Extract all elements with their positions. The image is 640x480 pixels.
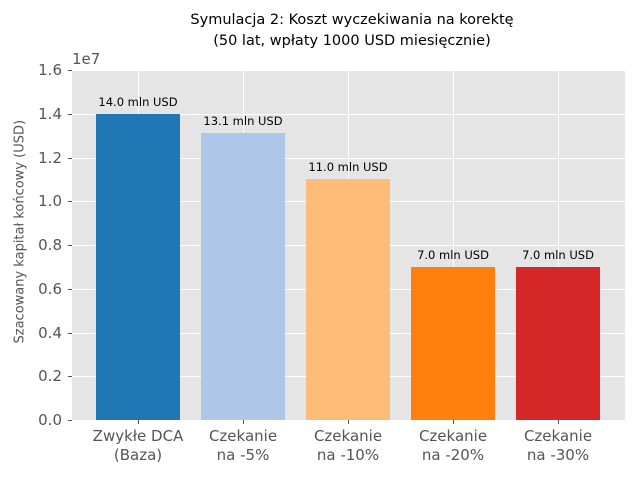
y-axis-offset-label: 1e7 [72,50,101,68]
plot-area: 14.0 mln USD 13.1 mln USD 11.0 mln USD 7.0 … [72,70,625,421]
bar-value-label: 14.0 mln USD [98,94,178,109]
y-tick-mark [68,113,72,115]
y-tick-label: 0.2 [38,367,62,386]
y-tick-label: 0.8 [38,236,62,254]
x-tick-label: Czekanie na -20% [418,427,488,464]
y-tick-mark [68,420,72,421]
y-tick-mark [68,332,72,334]
bar-value-label: 7.0 mln USD [417,247,489,262]
bar [306,179,390,420]
x-tick-label: Czekanie na -10% [313,427,383,464]
y-tick-mark [68,201,72,203]
bar-value-label: 7.0 mln USD [522,247,594,262]
y-tick-label: 0.4 [38,323,62,342]
bar [201,133,285,420]
x-tick-mark [453,420,454,424]
y-tick-label: 1.2 [38,148,62,167]
x-tick-mark [558,420,559,424]
y-tick-mark [68,376,72,378]
y-tick-mark [68,288,72,290]
y-tick-mark [68,157,72,159]
y-tick-label: 0.6 [38,279,62,298]
bar-value-label: 13.1 mln USD [203,114,283,129]
x-tick-mark [348,420,349,424]
y-tick-mark [68,245,72,246]
y-tick-label: 1.0 [38,192,62,211]
chart-title-line-1: Symulacja 2: Koszt wyczekiwania na korek… [190,12,514,28]
grid-line-vertical [453,70,454,420]
y-tick-label: 0.0 [38,411,62,429]
y-tick-label: 1.4 [38,104,62,123]
x-tick-label: Zwykłe DCA (Baza) [92,427,184,464]
bar [96,113,180,420]
chart-title-line-2: (50 lat, wpłaty 1000 USD miesięcznie) [213,33,491,49]
y-tick-label: 1.6 [38,61,62,79]
bar [411,266,495,420]
bar-value-label: 11.0 mln USD [308,160,388,175]
grid-line-vertical [558,70,559,420]
x-tick-label: Czekanie na -30% [523,427,593,464]
y-tick-mark [68,70,72,71]
x-tick-mark [138,420,139,424]
bar [516,266,600,420]
x-tick-label: Czekanie na -5% [208,427,278,464]
x-tick-mark [243,420,244,424]
